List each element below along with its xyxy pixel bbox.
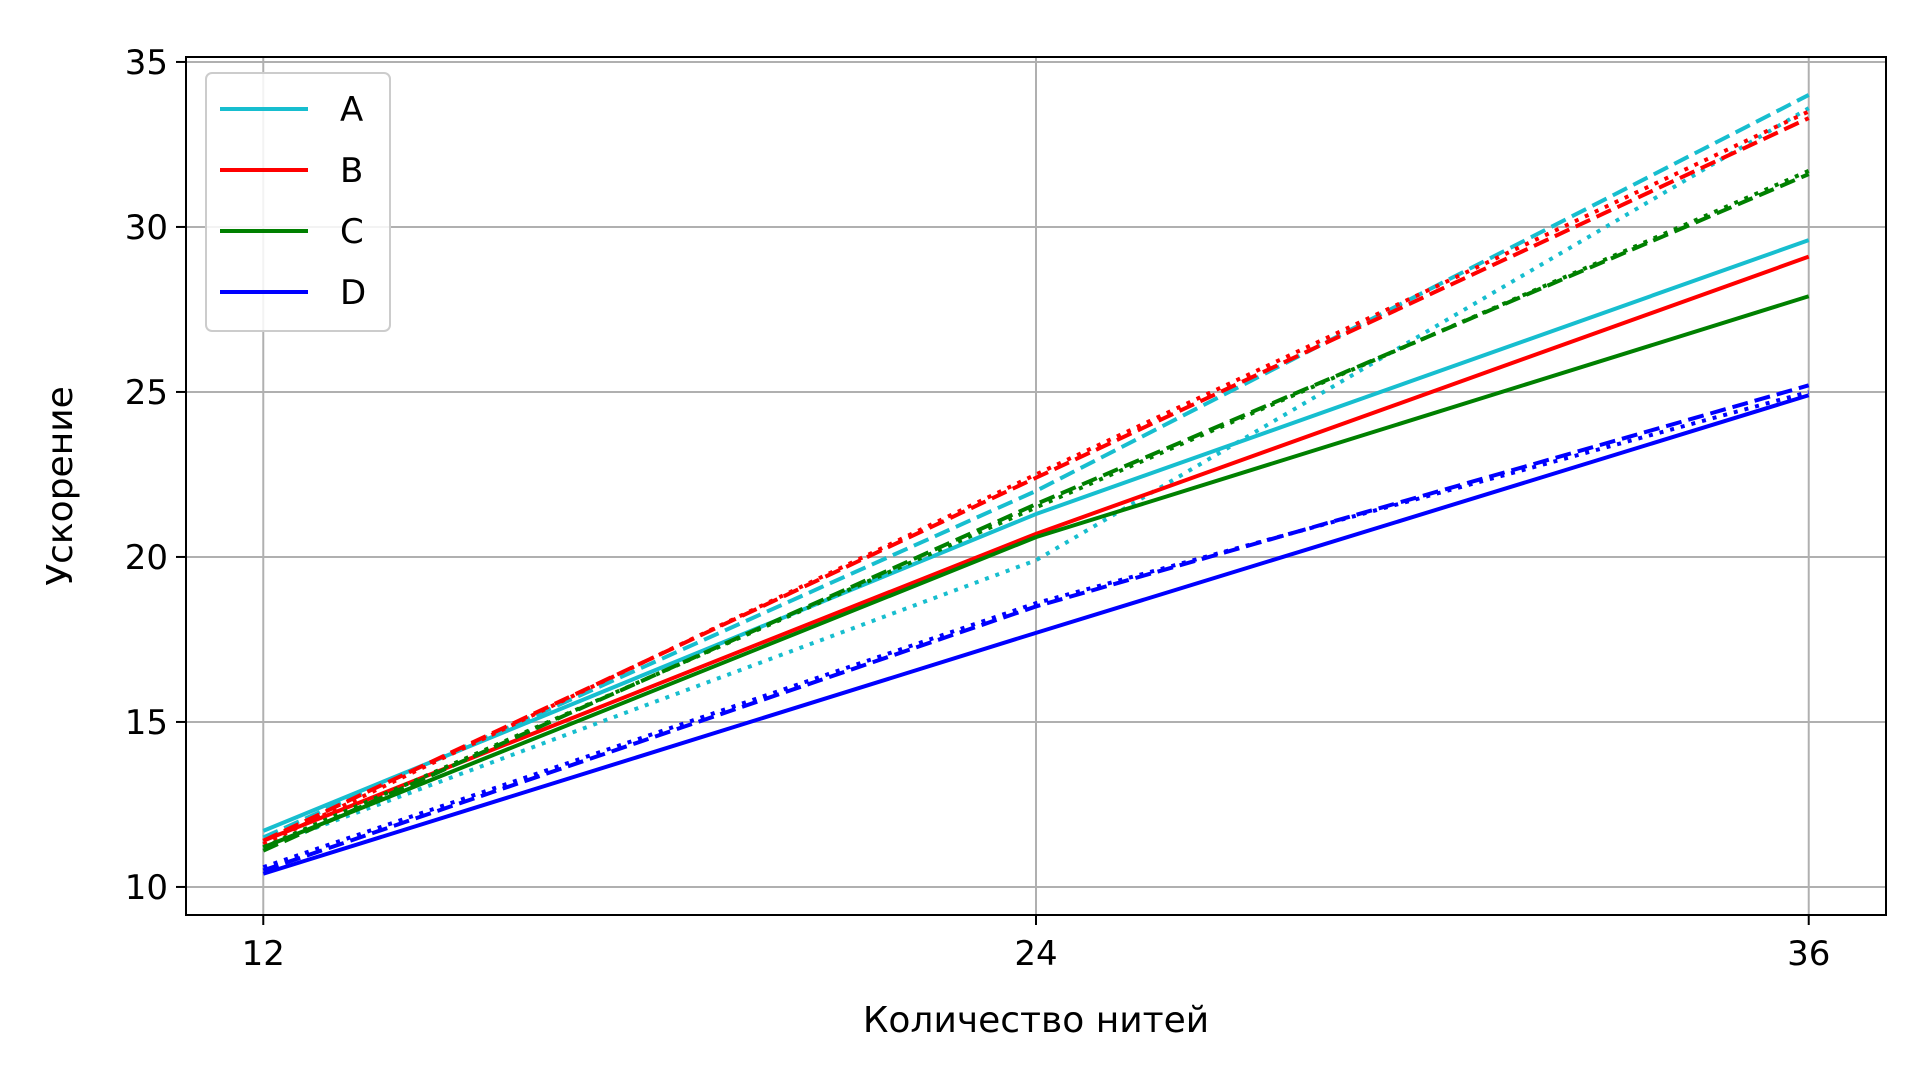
legend-label: D: [340, 273, 366, 313]
series-line-c-dashed: [262, 172, 1810, 853]
x-axis-label: Количество нитей: [863, 1000, 1209, 1041]
y-tick-label: 35: [125, 43, 168, 83]
legend-label: C: [340, 212, 364, 252]
x-tick-label: 36: [1787, 934, 1830, 974]
x-tick-label: 12: [242, 934, 285, 974]
legend-label: B: [340, 151, 363, 191]
y-axis-label: Ускорение: [40, 386, 81, 586]
series-lines: [262, 93, 1810, 876]
legend-box: [205, 72, 391, 332]
y-tick-label: 10: [125, 868, 168, 908]
y-tick-label: 15: [125, 703, 168, 743]
series-line-c-solid: [262, 294, 1810, 850]
series-line-a-dotted: [262, 106, 1810, 850]
series-line-a-solid: [262, 238, 1810, 833]
legend-label: A: [340, 90, 363, 130]
series-line-d-dotted: [262, 390, 1810, 870]
grid: [186, 57, 1886, 915]
y-axis: 10 15 20 25 30 35: [125, 43, 186, 908]
y-tick-label: 25: [125, 373, 168, 413]
series-line-b-dashed: [262, 116, 1810, 843]
y-tick-label: 30: [125, 208, 168, 248]
x-axis: 12 24 36: [242, 915, 1830, 974]
series-line-d-solid: [262, 393, 1810, 876]
x-tick-label: 24: [1014, 934, 1057, 974]
y-tick-label: 20: [125, 538, 168, 578]
series-line-d-dashed: [262, 383, 1810, 873]
series-line-b-solid: [262, 254, 1810, 843]
